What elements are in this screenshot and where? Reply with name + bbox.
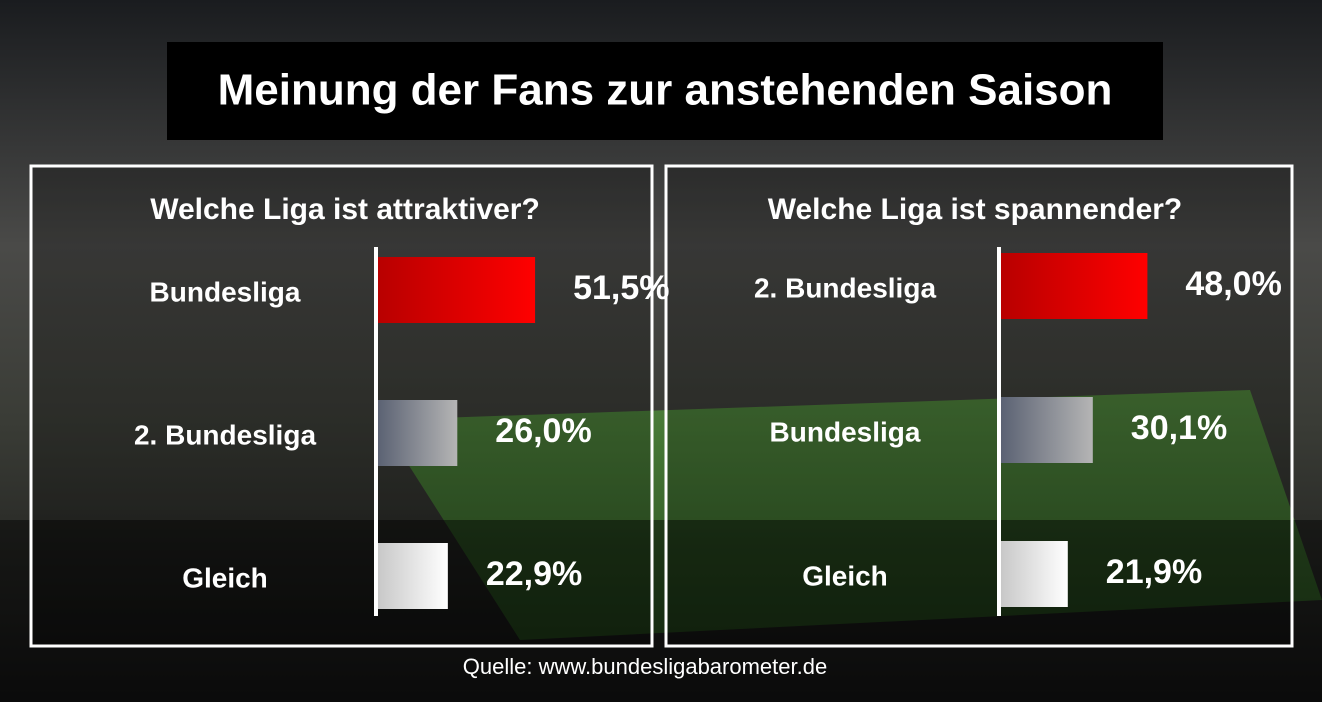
crowd-shadow <box>0 520 1322 702</box>
chart-title: Welche Liga ist attraktiver? <box>150 193 540 226</box>
panel-frame <box>664 164 1294 648</box>
source: Quelle: www.bundesligabarometer.de <box>463 654 827 679</box>
category-label: 2. Bundesliga <box>754 272 936 303</box>
value-label: 48,0% <box>1185 265 1281 303</box>
value-label: 30,1% <box>1131 409 1227 447</box>
category-label: Bundesliga <box>770 416 921 447</box>
value-label: 26,0% <box>495 412 591 450</box>
category-label: Gleich <box>802 560 888 591</box>
category-label: Bundesliga <box>150 276 301 307</box>
bar <box>378 257 536 323</box>
value-label: 21,9% <box>1106 553 1202 591</box>
bar <box>1001 541 1068 607</box>
bar <box>378 543 448 609</box>
bar <box>1001 253 1148 319</box>
category-label: Gleich <box>182 562 268 593</box>
main-title: Meinung der Fans zur anstehenden Saison <box>218 66 1113 115</box>
value-label: 51,5% <box>573 269 669 307</box>
bar <box>1001 397 1093 463</box>
title-box <box>167 42 1163 140</box>
bar <box>378 400 458 466</box>
chart-title: Welche Liga ist spannender? <box>768 193 1183 226</box>
panel-frame <box>29 164 654 648</box>
category-label: 2. Bundesliga <box>134 419 316 450</box>
value-label: 22,9% <box>486 555 582 593</box>
